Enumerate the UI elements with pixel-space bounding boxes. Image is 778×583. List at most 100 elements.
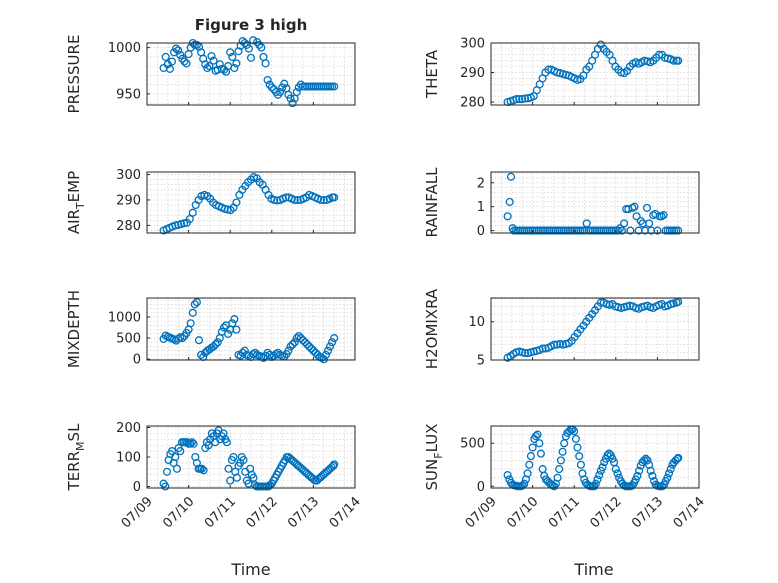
data-point [630, 202, 639, 211]
data-point [556, 456, 565, 465]
data-point [203, 63, 212, 73]
data-point [192, 298, 201, 307]
data-point [575, 452, 584, 461]
data-point [188, 208, 197, 217]
data-point [224, 329, 233, 338]
data-point [576, 460, 585, 469]
data-point [288, 340, 297, 349]
data-point [232, 198, 241, 207]
data-point [209, 56, 218, 65]
data-point [591, 479, 600, 488]
data-point [674, 56, 683, 65]
axes-border [490, 425, 700, 489]
data-point [538, 344, 547, 353]
data-point [187, 438, 196, 447]
data-point [246, 53, 256, 62]
plot-area [146, 42, 356, 106]
axes-border [490, 42, 700, 106]
data-point [288, 99, 297, 108]
data-point [640, 456, 649, 465]
y-tick-label: 10 [468, 315, 485, 330]
y-tick-label: 500 [116, 332, 141, 347]
data-point [544, 65, 553, 74]
data-point [230, 315, 239, 324]
data-point [207, 51, 216, 61]
data-point [305, 342, 314, 351]
data-point [323, 346, 333, 355]
y-axis-label: SUNFLUX [423, 424, 445, 491]
data-point [303, 340, 312, 349]
data-point [555, 465, 564, 474]
data-point [325, 342, 335, 351]
data-point [503, 212, 512, 221]
y-axis-label: H2OMIXRA [423, 288, 441, 369]
data-point [571, 434, 580, 443]
y-tick-label: 5 [477, 354, 485, 369]
data-point [171, 452, 180, 462]
axes-border [490, 171, 700, 234]
data-point [674, 226, 683, 235]
data-point [330, 82, 339, 91]
data-point [635, 466, 644, 475]
data-point [641, 454, 650, 463]
data-point [632, 212, 641, 221]
data-point [582, 219, 591, 228]
data-point [643, 456, 652, 465]
data-point [259, 353, 268, 362]
data-point [526, 452, 535, 461]
data-point [249, 473, 258, 482]
data-point [674, 453, 683, 462]
data-point [165, 64, 174, 73]
data-point [296, 334, 305, 343]
data-point [328, 338, 337, 347]
y-axis-label: AIRTEMP [65, 171, 87, 234]
data-point [211, 340, 220, 349]
y-tick-label: 0 [477, 480, 485, 495]
data-point [226, 48, 235, 57]
data-point [286, 342, 295, 351]
data-point [290, 195, 299, 205]
y-tick-label: 500 [460, 437, 485, 452]
data-point [239, 455, 248, 465]
data-point [172, 44, 181, 53]
data-point [558, 447, 567, 456]
data-point [309, 346, 318, 355]
data-point [171, 221, 180, 230]
data-point [298, 336, 308, 345]
data-point [188, 308, 197, 317]
y-axis-label: PRESSURE [65, 35, 83, 114]
data-point [521, 349, 530, 358]
data-point [330, 193, 339, 202]
y-tick-label: 1000 [108, 41, 141, 56]
y-tick-label: 950 [116, 87, 141, 102]
data-point [178, 334, 187, 343]
data-point [663, 473, 672, 482]
data-point [228, 319, 237, 328]
data-point [238, 348, 247, 357]
data-point [230, 63, 239, 73]
data-point [520, 479, 529, 488]
data-point [613, 469, 622, 478]
data-point [642, 203, 652, 212]
data-point [666, 465, 675, 474]
data-point [190, 300, 199, 309]
subplot-pressure: 950 1000 PRESSURE [65, 35, 356, 114]
y-tick-label: 280 [460, 96, 485, 111]
data-point [293, 195, 302, 205]
y-tick-label: 0 [477, 224, 485, 239]
data-point [673, 454, 682, 463]
data-point [281, 193, 290, 202]
subplot-rainfall: 0 1 2 RAINFALL [423, 167, 700, 239]
subplot-mixdepth: 0 500 1000 MIXDEPTH [65, 290, 356, 368]
y-axis-label: MIXDEPTH [65, 290, 83, 368]
data-point [311, 348, 320, 357]
data-point [174, 46, 183, 55]
y-tick-label: 2 [477, 176, 485, 191]
data-point [232, 325, 241, 334]
x-axis-label-left: Time [230, 560, 270, 579]
data-point [506, 172, 516, 181]
data-point [172, 464, 182, 473]
data-point [512, 95, 521, 104]
data-point [244, 44, 253, 53]
data-point [593, 475, 602, 484]
